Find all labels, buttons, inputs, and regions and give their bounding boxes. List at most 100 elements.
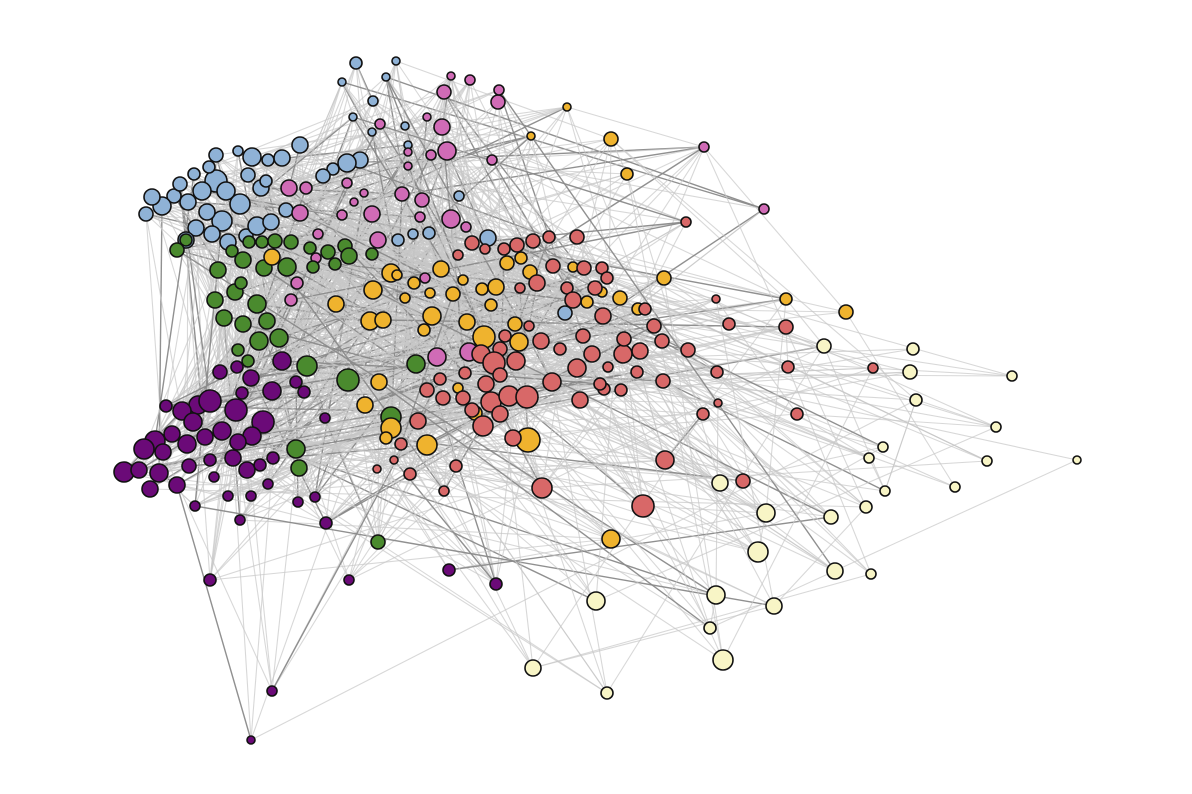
network-edge: [623, 338, 956, 488]
network-node-yellow: [779, 292, 793, 306]
network-node-red: [781, 360, 795, 374]
network-edge: [662, 380, 744, 482]
network-node-yellow: [603, 131, 619, 147]
network-node-pink: [490, 94, 506, 110]
network-node-green: [234, 315, 252, 333]
network-node-blue: [172, 176, 188, 192]
network-edge: [376, 465, 457, 470]
network-edge: [348, 345, 825, 581]
network-edge: [599, 383, 724, 661]
network-edge: [209, 538, 612, 581]
network-edge: [455, 465, 612, 540]
network-node-red: [569, 229, 585, 245]
network-node-cream: [706, 585, 726, 605]
network-edge: [417, 286, 497, 422]
network-node-purple: [245, 490, 257, 502]
network-edge: [239, 457, 274, 521]
network-node-red: [713, 398, 723, 408]
network-node-cream: [1006, 370, 1018, 382]
network-node-red: [497, 242, 511, 256]
network-node-yellow: [656, 270, 672, 286]
network-node-pink: [698, 141, 710, 153]
network-node-pink: [433, 118, 451, 136]
network-node-green: [320, 244, 336, 260]
network-edge: [385, 76, 765, 210]
network-node-green: [242, 235, 256, 249]
network-node-cream: [524, 659, 542, 677]
network-node-blue: [278, 202, 294, 218]
network-edge: [637, 308, 867, 508]
network-node-red: [523, 320, 535, 332]
network-edge: [404, 89, 500, 127]
network-node-red: [696, 407, 710, 421]
network-edge: [552, 265, 870, 459]
network-node-red: [479, 243, 491, 255]
network-node-yellow: [458, 313, 476, 331]
network-edge: [225, 190, 789, 368]
network-node-purple: [442, 563, 456, 577]
network-node-red: [613, 344, 633, 364]
network-node-purple: [177, 434, 197, 454]
network-node-purple: [154, 443, 172, 461]
network-edge: [868, 457, 886, 492]
network-node-red: [492, 367, 508, 383]
network-node-red: [630, 365, 644, 379]
network-edge: [441, 126, 687, 223]
network-node-green: [247, 294, 267, 314]
network-node-purple: [159, 399, 173, 413]
network-node-red: [394, 437, 408, 451]
network-node-blue: [203, 225, 221, 243]
network-node-red: [409, 412, 427, 430]
network-edge: [176, 483, 269, 486]
network-node-red: [438, 485, 450, 497]
network-node-pink: [414, 192, 430, 208]
network-node-blue: [315, 168, 331, 184]
network-node-blue: [479, 229, 497, 247]
network-node-blue: [391, 56, 401, 66]
network-edge: [259, 464, 608, 694]
network-edge: [785, 298, 825, 347]
network-node-red: [614, 383, 628, 397]
network-node-red: [790, 407, 804, 421]
network-node-blue: [367, 95, 379, 107]
network-node-green: [370, 534, 386, 550]
network-edge: [332, 146, 705, 170]
network-node-yellow: [263, 248, 281, 266]
network-edge: [154, 173, 195, 442]
network-edge: [559, 348, 721, 484]
network-node-green: [296, 355, 318, 377]
network-node-purple: [230, 360, 244, 374]
network-node-yellow: [363, 280, 383, 300]
network-edge: [256, 75, 452, 227]
network-node-pink: [403, 161, 413, 171]
network-edge: [541, 460, 988, 489]
network-node-purple: [235, 386, 249, 400]
network-edge: [181, 410, 759, 553]
network-node-red: [455, 390, 471, 406]
network-node-green: [340, 247, 358, 265]
network-node-yellow: [601, 529, 621, 549]
network-node-yellow: [391, 269, 403, 281]
network-edge: [551, 381, 836, 572]
network-node-purple: [489, 577, 503, 591]
network-edge: [186, 443, 378, 470]
network-node-yellow: [484, 298, 498, 312]
network-node-red: [531, 477, 553, 499]
network-node-red: [655, 373, 671, 389]
network-edge: [242, 323, 759, 553]
network-node-yellow: [432, 260, 450, 278]
network-node-purple: [168, 476, 186, 494]
network-node-red: [458, 366, 472, 380]
network-edge: [606, 277, 988, 462]
network-node-red: [600, 271, 614, 285]
network-edge: [661, 340, 832, 518]
network-node-purple: [309, 491, 321, 503]
network-node-yellow: [356, 396, 374, 414]
network-node-pink: [758, 203, 770, 215]
network-node-green: [303, 241, 317, 255]
network-node-purple: [266, 685, 278, 697]
network-node-green: [290, 459, 308, 477]
network-edge: [586, 301, 884, 448]
network-node-blue: [179, 193, 197, 211]
network-edge: [378, 381, 711, 629]
